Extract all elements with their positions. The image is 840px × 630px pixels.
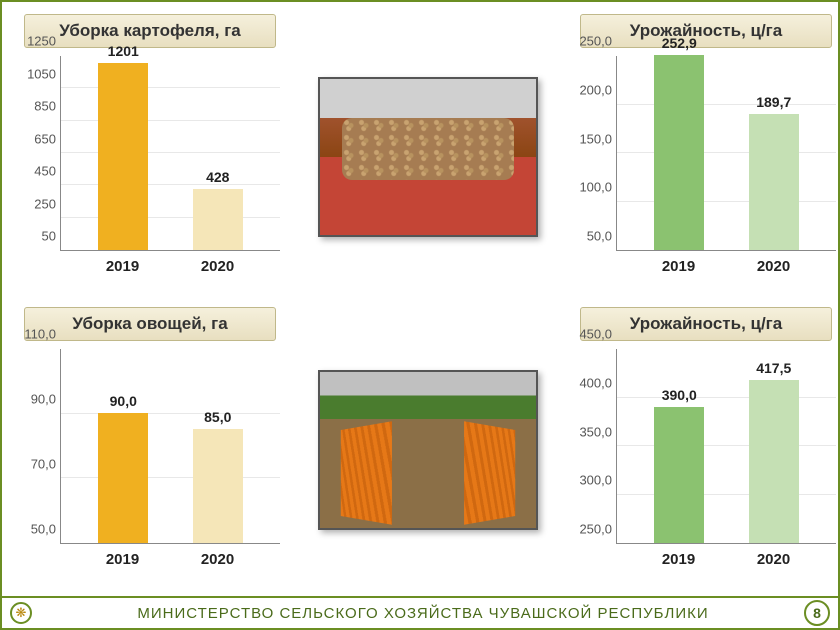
y-tick-label: 450 [34, 164, 56, 179]
x-tick-label: 2019 [95, 254, 150, 276]
bar [193, 429, 243, 543]
y-tick-label: 50,0 [31, 522, 56, 537]
bar [749, 380, 799, 543]
chart-potato-yield: Урожайность, ц/га 50,0100,0150,0200,0250… [566, 14, 840, 299]
bar-value-label: 1201 [108, 43, 139, 59]
photo-carrot-cell [298, 307, 558, 592]
photo-potato-cell [298, 14, 558, 299]
chart-veg-yield: Урожайность, ц/га 250,0 300,0 350,0 400,0 45… [566, 307, 840, 592]
y-tick-label: 250,0 [579, 522, 612, 537]
y-tick-label: 50,0 [587, 229, 612, 244]
logo-glyph: ❋ [16, 605, 27, 621]
potato-harvest-photo [318, 77, 538, 237]
page-number: 8 [813, 605, 821, 621]
y-tick-label: 650 [34, 131, 56, 146]
y-tick-label: 150,0 [579, 131, 612, 146]
page-number-badge: 8 [804, 600, 830, 626]
x-tick-label: 2020 [190, 254, 245, 276]
y-tick-label: 90,0 [31, 392, 56, 407]
bar-value-label: 252,9 [662, 35, 697, 51]
y-tick-label: 850 [34, 99, 56, 114]
bar-value-label: 90,0 [110, 393, 137, 409]
y-tick-label: 250 [34, 196, 56, 211]
y-tick-label: 1250 [27, 34, 56, 49]
x-tick-label: 2020 [190, 547, 245, 569]
chart-area: 5025045065085010501250120142820192020 [60, 56, 280, 276]
dashboard-grid: Уборка картофеля, га 5025045065085010501… [2, 2, 838, 592]
y-tick-label: 200,0 [579, 82, 612, 97]
y-tick-label: 350,0 [579, 424, 612, 439]
bar-value-label: 428 [206, 169, 229, 185]
x-tick-label: 2020 [746, 254, 801, 276]
y-tick-label: 1050 [27, 66, 56, 81]
bar-value-label: 85,0 [204, 409, 231, 425]
chart-title: Урожайность, ц/га [580, 307, 832, 341]
bar [749, 114, 799, 250]
y-tick-label: 50 [42, 229, 56, 244]
y-tick-label: 250,0 [579, 34, 612, 49]
bar-value-label: 189,7 [756, 94, 791, 110]
y-tick-label: 450,0 [579, 327, 612, 342]
bar [98, 63, 148, 250]
x-tick-label: 2020 [746, 547, 801, 569]
footer-bar: ❋ МИНИСТЕРСТВО СЕЛЬСКОГО ХОЗЯЙСТВА ЧУВАШ… [2, 596, 838, 628]
footer-ministry-text: МИНИСТЕРСТВО СЕЛЬСКОГО ХОЗЯЙСТВА ЧУВАШСК… [42, 605, 804, 622]
bar [654, 55, 704, 250]
y-tick-label: 110,0 [24, 327, 56, 342]
x-tick-label: 2019 [95, 547, 150, 569]
chart-area: 250,0300,0350,0400,0450,0390,0417,520192… [616, 349, 836, 569]
x-tick-label: 2019 [651, 547, 706, 569]
bar [98, 413, 148, 543]
chart-title: Уборка овощей, га [24, 307, 276, 341]
x-tick-label: 2019 [651, 254, 706, 276]
bar-value-label: 417,5 [756, 360, 791, 376]
y-tick-label: 70,0 [31, 457, 56, 472]
chart-area: 50,0100,0150,0200,0250,0252,9189,7201920… [616, 56, 836, 276]
bar-value-label: 390,0 [662, 387, 697, 403]
carrot-harvest-photo [318, 370, 538, 530]
bar [654, 407, 704, 544]
chart-veg-harvest: Уборка овощей, га 50,0 70,0 90,0 110,0 90,0 8… [10, 307, 290, 592]
y-tick-label: 100,0 [579, 180, 612, 195]
chart-area: 50,070,090,0110,090,085,020192020 [60, 349, 280, 569]
y-tick-label: 400,0 [579, 375, 612, 390]
ministry-logo-icon: ❋ [10, 602, 32, 624]
y-tick-label: 300,0 [579, 473, 612, 488]
chart-potato-harvest: Уборка картофеля, га 5025045065085010501… [10, 14, 290, 299]
bar [193, 189, 243, 250]
